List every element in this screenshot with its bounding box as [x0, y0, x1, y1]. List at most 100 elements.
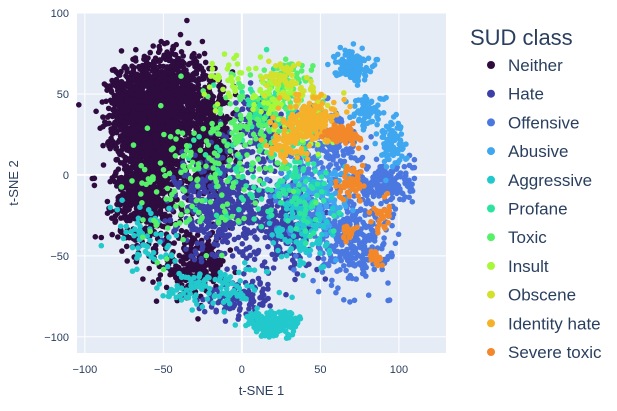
data-point	[157, 76, 163, 83]
data-point	[361, 222, 368, 228]
data-point	[183, 74, 190, 80]
data-point	[235, 234, 242, 241]
data-point	[230, 189, 237, 196]
data-point	[127, 83, 133, 89]
data-point	[236, 313, 242, 319]
data-point	[133, 85, 140, 91]
data-point	[195, 316, 201, 322]
data-point	[244, 227, 251, 233]
data-point	[109, 231, 115, 238]
data-point	[186, 93, 193, 100]
data-point	[369, 227, 376, 234]
data-point	[373, 156, 380, 163]
data-point	[107, 143, 113, 149]
data-point	[113, 97, 120, 103]
data-point	[184, 125, 190, 131]
data-point	[146, 265, 152, 272]
data-point	[222, 236, 229, 243]
data-point	[142, 82, 148, 89]
data-point	[155, 49, 162, 56]
data-point	[175, 114, 181, 121]
data-point	[167, 110, 174, 117]
data-point	[145, 71, 151, 78]
data-point	[183, 67, 189, 73]
data-point	[98, 234, 105, 241]
data-point	[155, 199, 162, 206]
data-point	[395, 231, 402, 238]
data-point	[267, 303, 273, 309]
data-point	[114, 201, 120, 208]
data-point	[194, 121, 201, 127]
data-point	[120, 190, 126, 197]
data-point	[204, 215, 211, 221]
data-point	[125, 76, 132, 82]
data-point	[336, 237, 343, 244]
data-point	[359, 254, 365, 261]
data-point	[174, 61, 181, 67]
data-point	[118, 177, 124, 184]
data-point	[411, 156, 418, 163]
data-point	[293, 253, 299, 259]
data-point	[202, 59, 209, 66]
data-point	[378, 169, 385, 175]
data-point	[239, 241, 246, 247]
data-point	[174, 142, 181, 148]
data-point	[141, 53, 148, 60]
data-point	[108, 126, 114, 132]
data-point	[403, 170, 409, 176]
data-point	[179, 86, 186, 93]
data-point	[233, 100, 239, 106]
data-point	[260, 302, 266, 308]
data-point	[203, 225, 210, 232]
data-point	[135, 125, 142, 131]
data-point	[136, 210, 143, 216]
data-point	[193, 111, 199, 117]
data-point	[237, 305, 243, 312]
data-point	[128, 120, 135, 127]
data-point	[112, 82, 119, 89]
data-point	[124, 99, 130, 105]
data-point	[171, 266, 177, 273]
data-point	[177, 31, 184, 38]
data-point	[206, 102, 213, 108]
data-point	[247, 80, 254, 86]
data-point	[188, 184, 194, 191]
data-point	[150, 43, 156, 49]
data-point	[411, 175, 418, 182]
data-point	[257, 281, 263, 287]
data-point	[180, 53, 186, 59]
data-point	[161, 53, 167, 59]
data-point	[322, 276, 329, 282]
data-point	[369, 187, 375, 194]
data-point	[315, 288, 322, 295]
data-point	[112, 77, 118, 84]
data-point	[151, 101, 158, 108]
data-point	[201, 308, 208, 315]
data-point	[357, 260, 363, 266]
data-point	[141, 115, 147, 122]
data-point	[130, 105, 136, 111]
data-point	[359, 270, 366, 277]
data-point	[121, 162, 128, 168]
data-point	[223, 186, 229, 192]
data-point	[130, 185, 136, 192]
data-point	[141, 143, 148, 149]
data-point	[239, 106, 246, 112]
data-point	[370, 193, 377, 200]
data-point	[370, 174, 377, 181]
data-point	[381, 235, 387, 241]
data-point	[180, 121, 186, 127]
data-point	[93, 108, 99, 115]
data-point	[357, 207, 364, 214]
data-point	[151, 195, 157, 202]
data-point	[200, 68, 206, 75]
data-point	[388, 250, 395, 256]
data-point	[118, 98, 125, 104]
data-point	[115, 166, 122, 172]
data-point	[246, 207, 252, 213]
data-point	[399, 190, 406, 197]
data-point	[220, 154, 226, 161]
data-point	[112, 219, 118, 225]
data-point	[115, 234, 121, 240]
